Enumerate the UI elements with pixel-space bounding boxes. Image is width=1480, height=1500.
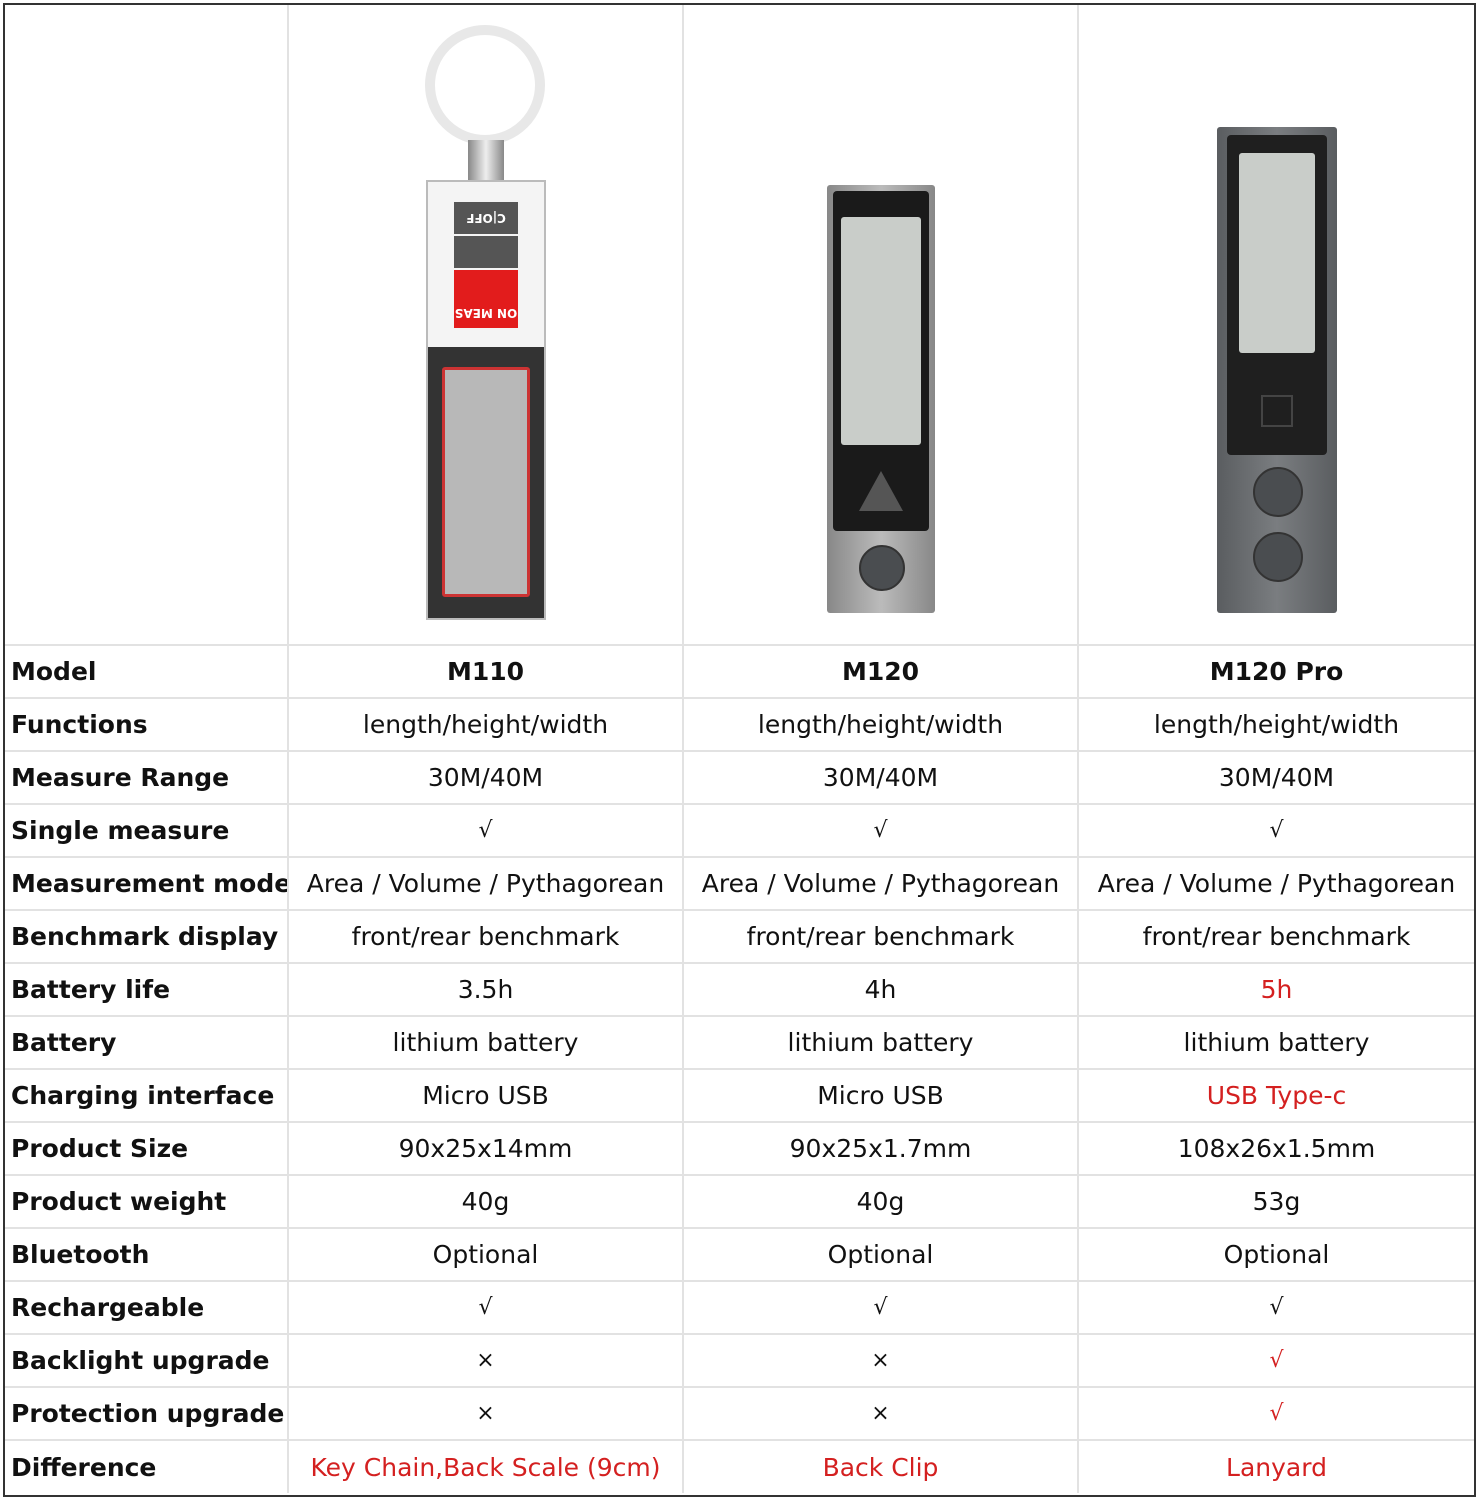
cell-difference: Lanyard (1077, 1439, 1474, 1493)
row-label: Battery life (5, 962, 289, 1017)
cell-measure-range: 30M/40M (287, 750, 684, 805)
row-product-weight: Product weight 40g 40g 53g (5, 1174, 1474, 1229)
row-label: Measurement model (5, 856, 289, 911)
row-backlight-upgrade: Backlight upgrade × × √ (5, 1333, 1474, 1388)
cell-product-size: 90x25x14mm (287, 1121, 684, 1176)
cell-model: M120 (682, 644, 1079, 699)
cell-single-measure: √ (1077, 803, 1474, 858)
cell-bluetooth: Optional (682, 1227, 1079, 1282)
cell-protection-upgrade: × (682, 1386, 1079, 1441)
row-label: Battery (5, 1015, 289, 1070)
cell-protection-upgrade: × (287, 1386, 684, 1441)
product-image-m110: C|OFF ON MEAS (287, 5, 684, 646)
device-label: C|OFF (453, 202, 518, 234)
row-label: Protection upgrade (5, 1386, 289, 1441)
cell-backlight-upgrade: × (287, 1333, 684, 1388)
row-label: Charging interface (5, 1068, 289, 1123)
cell-protection-upgrade: √ (1077, 1386, 1474, 1441)
cell-product-size: 108x26x1.5mm (1077, 1121, 1474, 1176)
row-label: Model (5, 644, 289, 699)
comparison-table: C|OFF ON MEAS Model M110 M120 M120 Pro Funct… (3, 3, 1476, 1497)
row-label: Measure Range (5, 750, 289, 805)
row-difference: Difference Key Chain,Back Scale (9cm) Back… (5, 1439, 1474, 1493)
cell-measure-range: 30M/40M (682, 750, 1079, 805)
cell-single-measure: √ (682, 803, 1079, 858)
cell-charging-interface: USB Type-c (1077, 1068, 1474, 1123)
row-label: Single measure (5, 803, 289, 858)
device-label: ON MEAS (453, 270, 518, 328)
cell-functions: length/height/width (1077, 697, 1474, 752)
cell-battery-life: 3.5h (287, 962, 684, 1017)
row-label: Product weight (5, 1174, 289, 1229)
row-label: Difference (5, 1439, 289, 1493)
cell-product-weight: 53g (1077, 1174, 1474, 1229)
cell-model: M120 Pro (1077, 644, 1474, 699)
row-protection-upgrade: Protection upgrade × × √ (5, 1386, 1474, 1441)
row-bluetooth: Bluetooth Optional Optional Optional (5, 1227, 1474, 1282)
row-rechargeable: Rechargeable √ √ √ (5, 1280, 1474, 1335)
row-label: Backlight upgrade (5, 1333, 289, 1388)
cell-bluetooth: Optional (1077, 1227, 1474, 1282)
cell-single-measure: √ (287, 803, 684, 858)
cell-benchmark-display: front/rear benchmark (1077, 909, 1474, 964)
cell-functions: length/height/width (287, 697, 684, 752)
row-model: Model M110 M120 M120 Pro (5, 644, 1474, 699)
cell-bluetooth: Optional (287, 1227, 684, 1282)
cell-benchmark-display: front/rear benchmark (682, 909, 1079, 964)
cell-charging-interface: Micro USB (682, 1068, 1079, 1123)
cell-battery-life: 5h (1077, 962, 1474, 1017)
row-battery: Battery lithium battery lithium battery lit… (5, 1015, 1474, 1070)
cell-product-weight: 40g (287, 1174, 684, 1229)
row-measure-range: Measure Range 30M/40M 30M/40M 30M/40M (5, 750, 1474, 805)
product-image-m120 (682, 5, 1079, 646)
cell-rechargeable: √ (287, 1280, 684, 1335)
row-battery-life: Battery life 3.5h 4h 5h (5, 962, 1474, 1017)
cell-backlight-upgrade: × (682, 1333, 1079, 1388)
keyring-icon (424, 25, 546, 185)
cell-benchmark-display: front/rear benchmark (287, 909, 684, 964)
cell-rechargeable: √ (682, 1280, 1079, 1335)
cell-difference: Key Chain,Back Scale (9cm) (287, 1439, 684, 1493)
cell-model: M110 (287, 644, 684, 699)
empty-corner-cell (5, 5, 289, 646)
row-functions: Functions length/height/width length/heigh… (5, 697, 1474, 752)
row-label: Functions (5, 697, 289, 752)
cell-product-size: 90x25x1.7mm (682, 1121, 1079, 1176)
product-image-m120-pro (1077, 5, 1474, 646)
row-label: Bluetooth (5, 1227, 289, 1282)
cell-measurement-model: Area / Volume / Pythagorean (1077, 856, 1474, 911)
cell-battery: lithium battery (682, 1015, 1079, 1070)
product-images-row: C|OFF ON MEAS (5, 5, 1474, 646)
row-label: Product Size (5, 1121, 289, 1176)
cell-product-weight: 40g (682, 1174, 1079, 1229)
row-product-size: Product Size 90x25x14mm 90x25x1.7mm 108x26x… (5, 1121, 1474, 1176)
cell-measurement-model: Area / Volume / Pythagorean (287, 856, 684, 911)
cell-measurement-model: Area / Volume / Pythagorean (682, 856, 1079, 911)
cell-backlight-upgrade: √ (1077, 1333, 1474, 1388)
row-charging-interface: Charging interface Micro USB Micro USB USB … (5, 1068, 1474, 1123)
cell-measure-range: 30M/40M (1077, 750, 1474, 805)
cell-difference: Back Clip (682, 1439, 1079, 1493)
cell-rechargeable: √ (1077, 1280, 1474, 1335)
cell-battery: lithium battery (1077, 1015, 1474, 1070)
row-label: Benchmark display (5, 909, 289, 964)
row-benchmark-display: Benchmark display front/rear benchmark fro… (5, 909, 1474, 964)
cell-battery: lithium battery (287, 1015, 684, 1070)
row-measurement-model: Measurement model Area / Volume / Pythago… (5, 856, 1474, 911)
row-single-measure: Single measure √ √ √ (5, 803, 1474, 858)
cell-functions: length/height/width (682, 697, 1079, 752)
row-label: Rechargeable (5, 1280, 289, 1335)
cell-battery-life: 4h (682, 962, 1079, 1017)
cell-charging-interface: Micro USB (287, 1068, 684, 1123)
